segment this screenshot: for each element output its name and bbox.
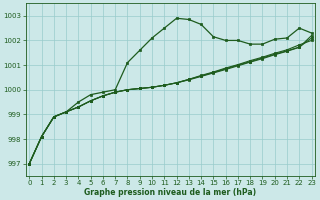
X-axis label: Graphe pression niveau de la mer (hPa): Graphe pression niveau de la mer (hPa) (84, 188, 257, 197)
